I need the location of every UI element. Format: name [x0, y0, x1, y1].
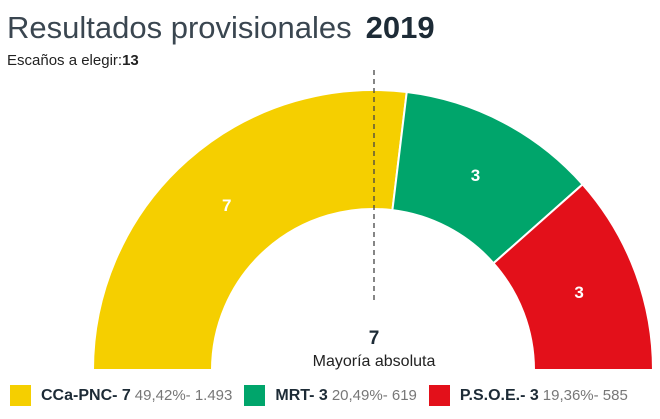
page-title: Resultados provisionales 2019: [7, 10, 435, 46]
legend-name: P.S.O.E.- 3: [459, 386, 539, 404]
legend-stats: 49,42%- 1.493: [134, 387, 233, 404]
legend-swatch: [428, 385, 450, 406]
legend-name: MRT- 3: [275, 386, 328, 404]
legend: CCa-PNC- 7 49,42%- 1.493 MRT- 3 20,49%- 619…: [10, 385, 640, 406]
title-year: 2019: [365, 10, 435, 45]
title-text: Resultados provisionales: [7, 10, 352, 45]
seats-to-elect: Escaños a elegir:13: [7, 52, 139, 69]
majority-value: 7: [369, 328, 380, 349]
seats-label: Escaños a elegir:: [7, 52, 123, 69]
seats-value: 13: [122, 52, 139, 69]
segment-label: 3: [574, 283, 583, 302]
segment-CCa-PNC: [91, 89, 408, 371]
legend-name: CCa-PNC- 7: [41, 386, 131, 404]
legend-item: CCa-PNC- 7 49,42%- 1.493: [10, 385, 232, 406]
segment-label: 7: [222, 196, 231, 215]
legend-item: P.S.O.E.- 3 19,36%- 585: [428, 385, 628, 406]
legend-swatch: [244, 385, 266, 406]
legend-stats: 19,36%- 585: [542, 387, 628, 404]
legend-stats: 20,49%- 619: [331, 387, 417, 404]
legend-swatch: [10, 385, 31, 406]
majority-label: Mayoría absoluta: [313, 353, 436, 370]
segment-label: 3: [471, 166, 480, 185]
legend-item: MRT- 3 20,49%- 619: [244, 385, 417, 406]
segment-P.S.O.E.: [492, 182, 655, 371]
